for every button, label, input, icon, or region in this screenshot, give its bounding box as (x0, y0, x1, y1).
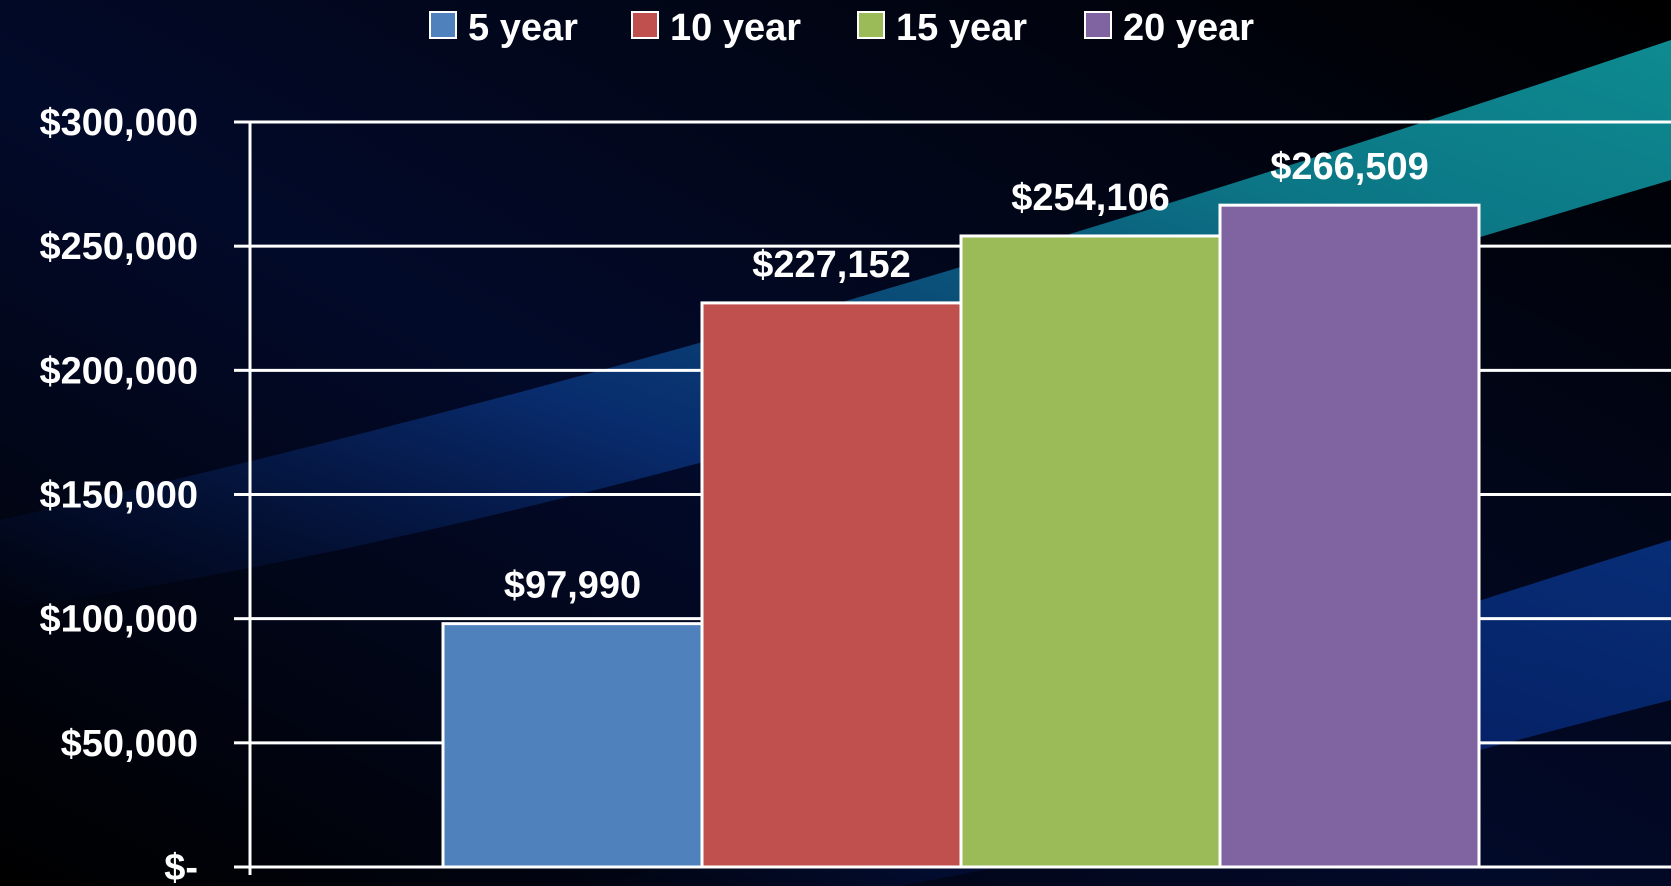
bar-15-year (959, 234, 1222, 869)
data-label: $227,152 (752, 244, 911, 286)
legend-swatch (631, 11, 659, 39)
bars (441, 203, 1481, 869)
y-tick-label: $300,000 (40, 102, 199, 144)
y-tick-labels: $- $50,000 $100,000 $150,000 $200,000 $250,00… (40, 102, 199, 886)
y-tick-label: $50,000 (61, 723, 198, 765)
legend-label: 20 year (1123, 7, 1254, 49)
data-labels: $97,990 $227,152 $254,106 $266,509 (504, 146, 1429, 606)
data-label: $97,990 (504, 565, 641, 607)
y-tick-label: $250,000 (40, 226, 199, 268)
y-tick-label: $- (164, 847, 198, 886)
y-tick-label: $150,000 (40, 475, 199, 517)
legend-label: 15 year (896, 7, 1027, 49)
data-label: $266,509 (1270, 146, 1429, 188)
bar-5-year (441, 622, 704, 869)
legend-swatch (857, 11, 885, 39)
legend-swatch (1084, 11, 1112, 39)
data-label: $254,106 (1011, 177, 1170, 219)
y-tick-label: $200,000 (40, 350, 199, 392)
y-tick-label: $100,000 (40, 599, 199, 641)
legend: 5 year 10 year 15 year 20 year (429, 7, 1254, 49)
legend-swatch (429, 11, 457, 39)
bar-10-year (700, 301, 963, 869)
bar-20-year (1218, 203, 1481, 869)
legend-label: 5 year (468, 7, 578, 49)
legend-label: 10 year (670, 7, 801, 49)
